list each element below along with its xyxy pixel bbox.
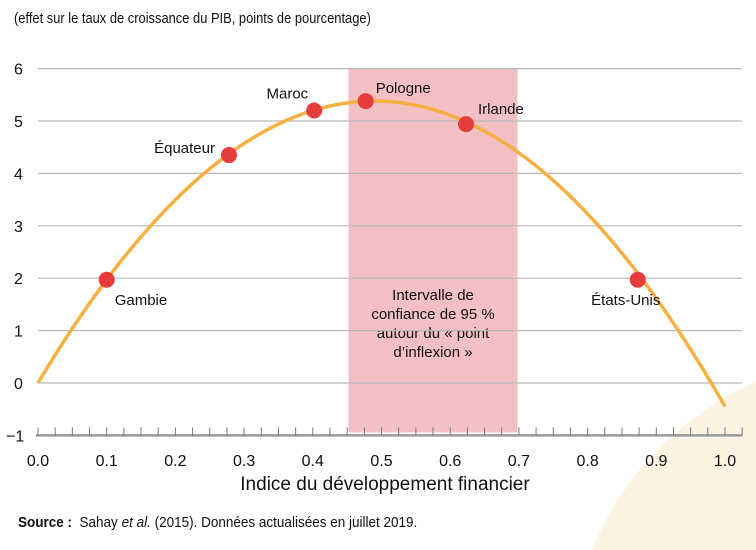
source-note: Source : Sahay et al. (2015). Données ac…	[18, 514, 417, 531]
point-label: Maroc	[266, 86, 308, 103]
x-tick-label: 0.4	[302, 453, 324, 470]
band-label-line: d’inflexion »	[393, 344, 472, 361]
y-tick-label: 5	[14, 114, 23, 131]
x-tick-label: 0.1	[96, 453, 118, 470]
y-tick-label: 3	[14, 219, 23, 236]
y-tick-label: −1	[6, 428, 24, 445]
point-label: Irlande	[478, 101, 524, 118]
band-label-line: confiance de 95 %	[371, 306, 494, 323]
point-label: Gambie	[115, 292, 168, 309]
source-etal: et al.	[121, 514, 151, 531]
data-point	[98, 271, 115, 288]
x-tick-label: 0.7	[508, 453, 530, 470]
decorative-circle	[592, 382, 756, 550]
x-tick-label: 0.2	[164, 453, 186, 470]
data-point	[220, 147, 237, 164]
band-label-line: Intervalle de	[392, 287, 474, 304]
x-tick-label: 0.0	[27, 453, 49, 470]
point-label: Équateur	[154, 140, 215, 157]
point-label: Pologne	[376, 80, 431, 97]
band-label-line: autour du « point	[377, 325, 490, 342]
y-tick-label: 4	[14, 166, 23, 183]
source-prefix: Source :	[18, 514, 73, 531]
data-point	[458, 116, 475, 133]
x-tick-label: 0.3	[233, 453, 255, 470]
y-tick-label: 0	[14, 376, 23, 393]
chart-subtitle: (effet sur le taux de croissance du PIB,…	[14, 10, 371, 27]
data-point	[306, 102, 323, 119]
source-author: Sahay	[79, 514, 118, 531]
point-label: États-Unis	[591, 292, 660, 309]
source-rest: (2015). Données actualisées en juillet 2…	[154, 514, 418, 531]
y-tick-label: 2	[14, 271, 23, 288]
y-tick-label: 6	[14, 62, 23, 79]
x-tick-label: 0.5	[370, 453, 392, 470]
x-axis-title: Indice du développement financier	[240, 474, 530, 495]
x-tick-label: 0.8	[576, 453, 598, 470]
data-point	[629, 271, 646, 288]
y-tick-label: 1	[14, 324, 23, 341]
x-tick-label: 0.9	[645, 453, 667, 470]
confidence-band	[348, 68, 518, 433]
data-point	[357, 93, 374, 110]
x-tick-label: 1.0	[714, 453, 736, 470]
fitted-curve	[36, 99, 727, 408]
x-tick-label: 0.6	[439, 453, 461, 470]
